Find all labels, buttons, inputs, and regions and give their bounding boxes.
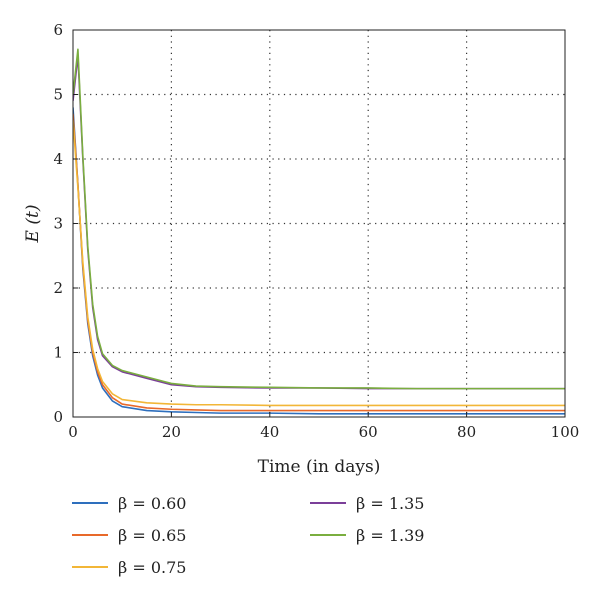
series-line-5 bbox=[73, 48, 565, 390]
y-axis-label: E (t) bbox=[23, 205, 43, 244]
series-line-4 bbox=[73, 55, 565, 390]
series-lines bbox=[73, 48, 565, 415]
axis-ticks: 0 20 40 60 80 100 0 1 2 3 4 5 6 bbox=[53, 21, 579, 441]
y-tick-label: 6 bbox=[53, 21, 63, 39]
series-line-1 bbox=[73, 107, 565, 415]
x-tick-label: 40 bbox=[260, 423, 279, 441]
y-tick-label: 4 bbox=[53, 150, 63, 168]
x-tick-label: 60 bbox=[359, 423, 378, 441]
grid-lines bbox=[73, 30, 565, 417]
series-line-3 bbox=[73, 120, 565, 407]
y-tick-label: 1 bbox=[53, 344, 63, 362]
series-line-2 bbox=[73, 113, 565, 412]
y-tick-label: 0 bbox=[53, 408, 63, 426]
x-tick-label: 0 bbox=[68, 423, 78, 441]
y-tick-label: 5 bbox=[53, 86, 63, 104]
x-axis-label: Time (in days) bbox=[258, 457, 381, 477]
y-tick-label: 3 bbox=[53, 215, 63, 233]
x-tick-label: 80 bbox=[457, 423, 476, 441]
x-tick-label: 20 bbox=[162, 423, 181, 441]
y-tick-label: 2 bbox=[53, 279, 63, 297]
x-tick-label: 100 bbox=[551, 423, 580, 441]
